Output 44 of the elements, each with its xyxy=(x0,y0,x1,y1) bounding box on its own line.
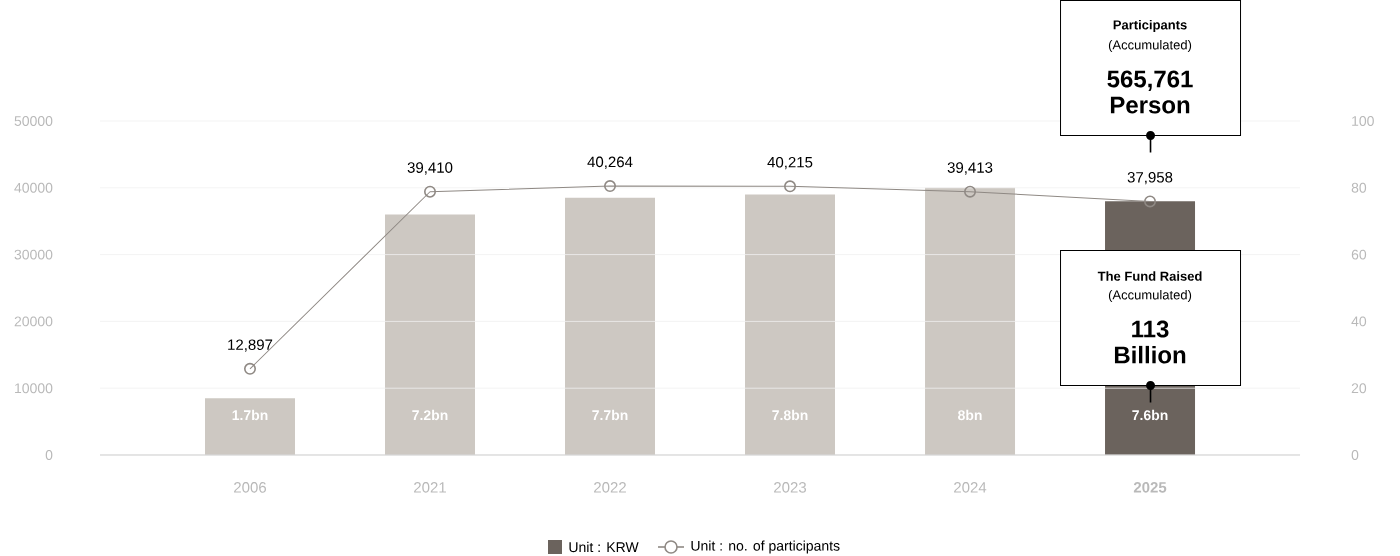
y2-tick-label: 80 xyxy=(1351,182,1367,193)
annotation: 1.7bn xyxy=(232,409,268,421)
data-label: 40,215 xyxy=(767,156,813,170)
y-tick-label: 10000 xyxy=(15,383,53,394)
legend-label: Unit : no. of participants xyxy=(691,540,840,554)
annotation: The Fund Raised xyxy=(1097,271,1202,281)
legend-label: Unit : KRW xyxy=(569,541,639,553)
y2-tick-label: 0 xyxy=(1351,450,1359,460)
x-tick-label: 2021 xyxy=(414,482,446,493)
data-label: 39,410 xyxy=(407,162,453,175)
y2-tick-label: 100 xyxy=(1352,116,1374,126)
x-tick-label: 2025 xyxy=(1133,482,1167,493)
point xyxy=(604,180,617,193)
point xyxy=(1144,195,1157,208)
y2-tick-label: 20 xyxy=(1351,383,1367,394)
point xyxy=(964,185,977,198)
annotation: 113 Billion xyxy=(1114,320,1186,364)
point xyxy=(424,185,437,198)
y-tick-label: 20000 xyxy=(14,316,53,327)
y2-tick-label: 40 xyxy=(1351,316,1367,327)
x-tick-label: 2024 xyxy=(954,482,987,493)
annotation: 7.8bn xyxy=(772,409,808,421)
data-label: 40,264 xyxy=(587,156,633,169)
y-tick-label: 30000 xyxy=(14,249,53,260)
data-label: 37,958 xyxy=(1127,171,1173,185)
text: Participants xyxy=(1113,19,1187,33)
text: (Accumulated) xyxy=(1108,39,1192,53)
y-tick-label: 40000 xyxy=(14,182,53,193)
x-tick-label: 2023 xyxy=(774,482,807,493)
annotation: (Accumulated) xyxy=(1108,289,1192,303)
y2-tick-label: 60 xyxy=(1351,249,1367,260)
x-tick-label: 2022 xyxy=(594,482,626,493)
annotation: 7.7bn xyxy=(592,409,628,421)
y-tick-label: 50000 xyxy=(14,116,53,126)
y-tick-label: 0 xyxy=(45,450,53,460)
point xyxy=(244,362,256,375)
data-label: 12,897 xyxy=(228,339,273,352)
text: 565,761 Person xyxy=(1107,70,1193,114)
annotation: 8bn xyxy=(958,409,982,421)
point xyxy=(784,180,797,193)
annotation: 7.2bn xyxy=(412,409,448,421)
data-label: 39,413 xyxy=(947,162,993,175)
annotation: 7.6bn xyxy=(1132,409,1168,421)
x-tick-label: 2006 xyxy=(234,482,267,493)
